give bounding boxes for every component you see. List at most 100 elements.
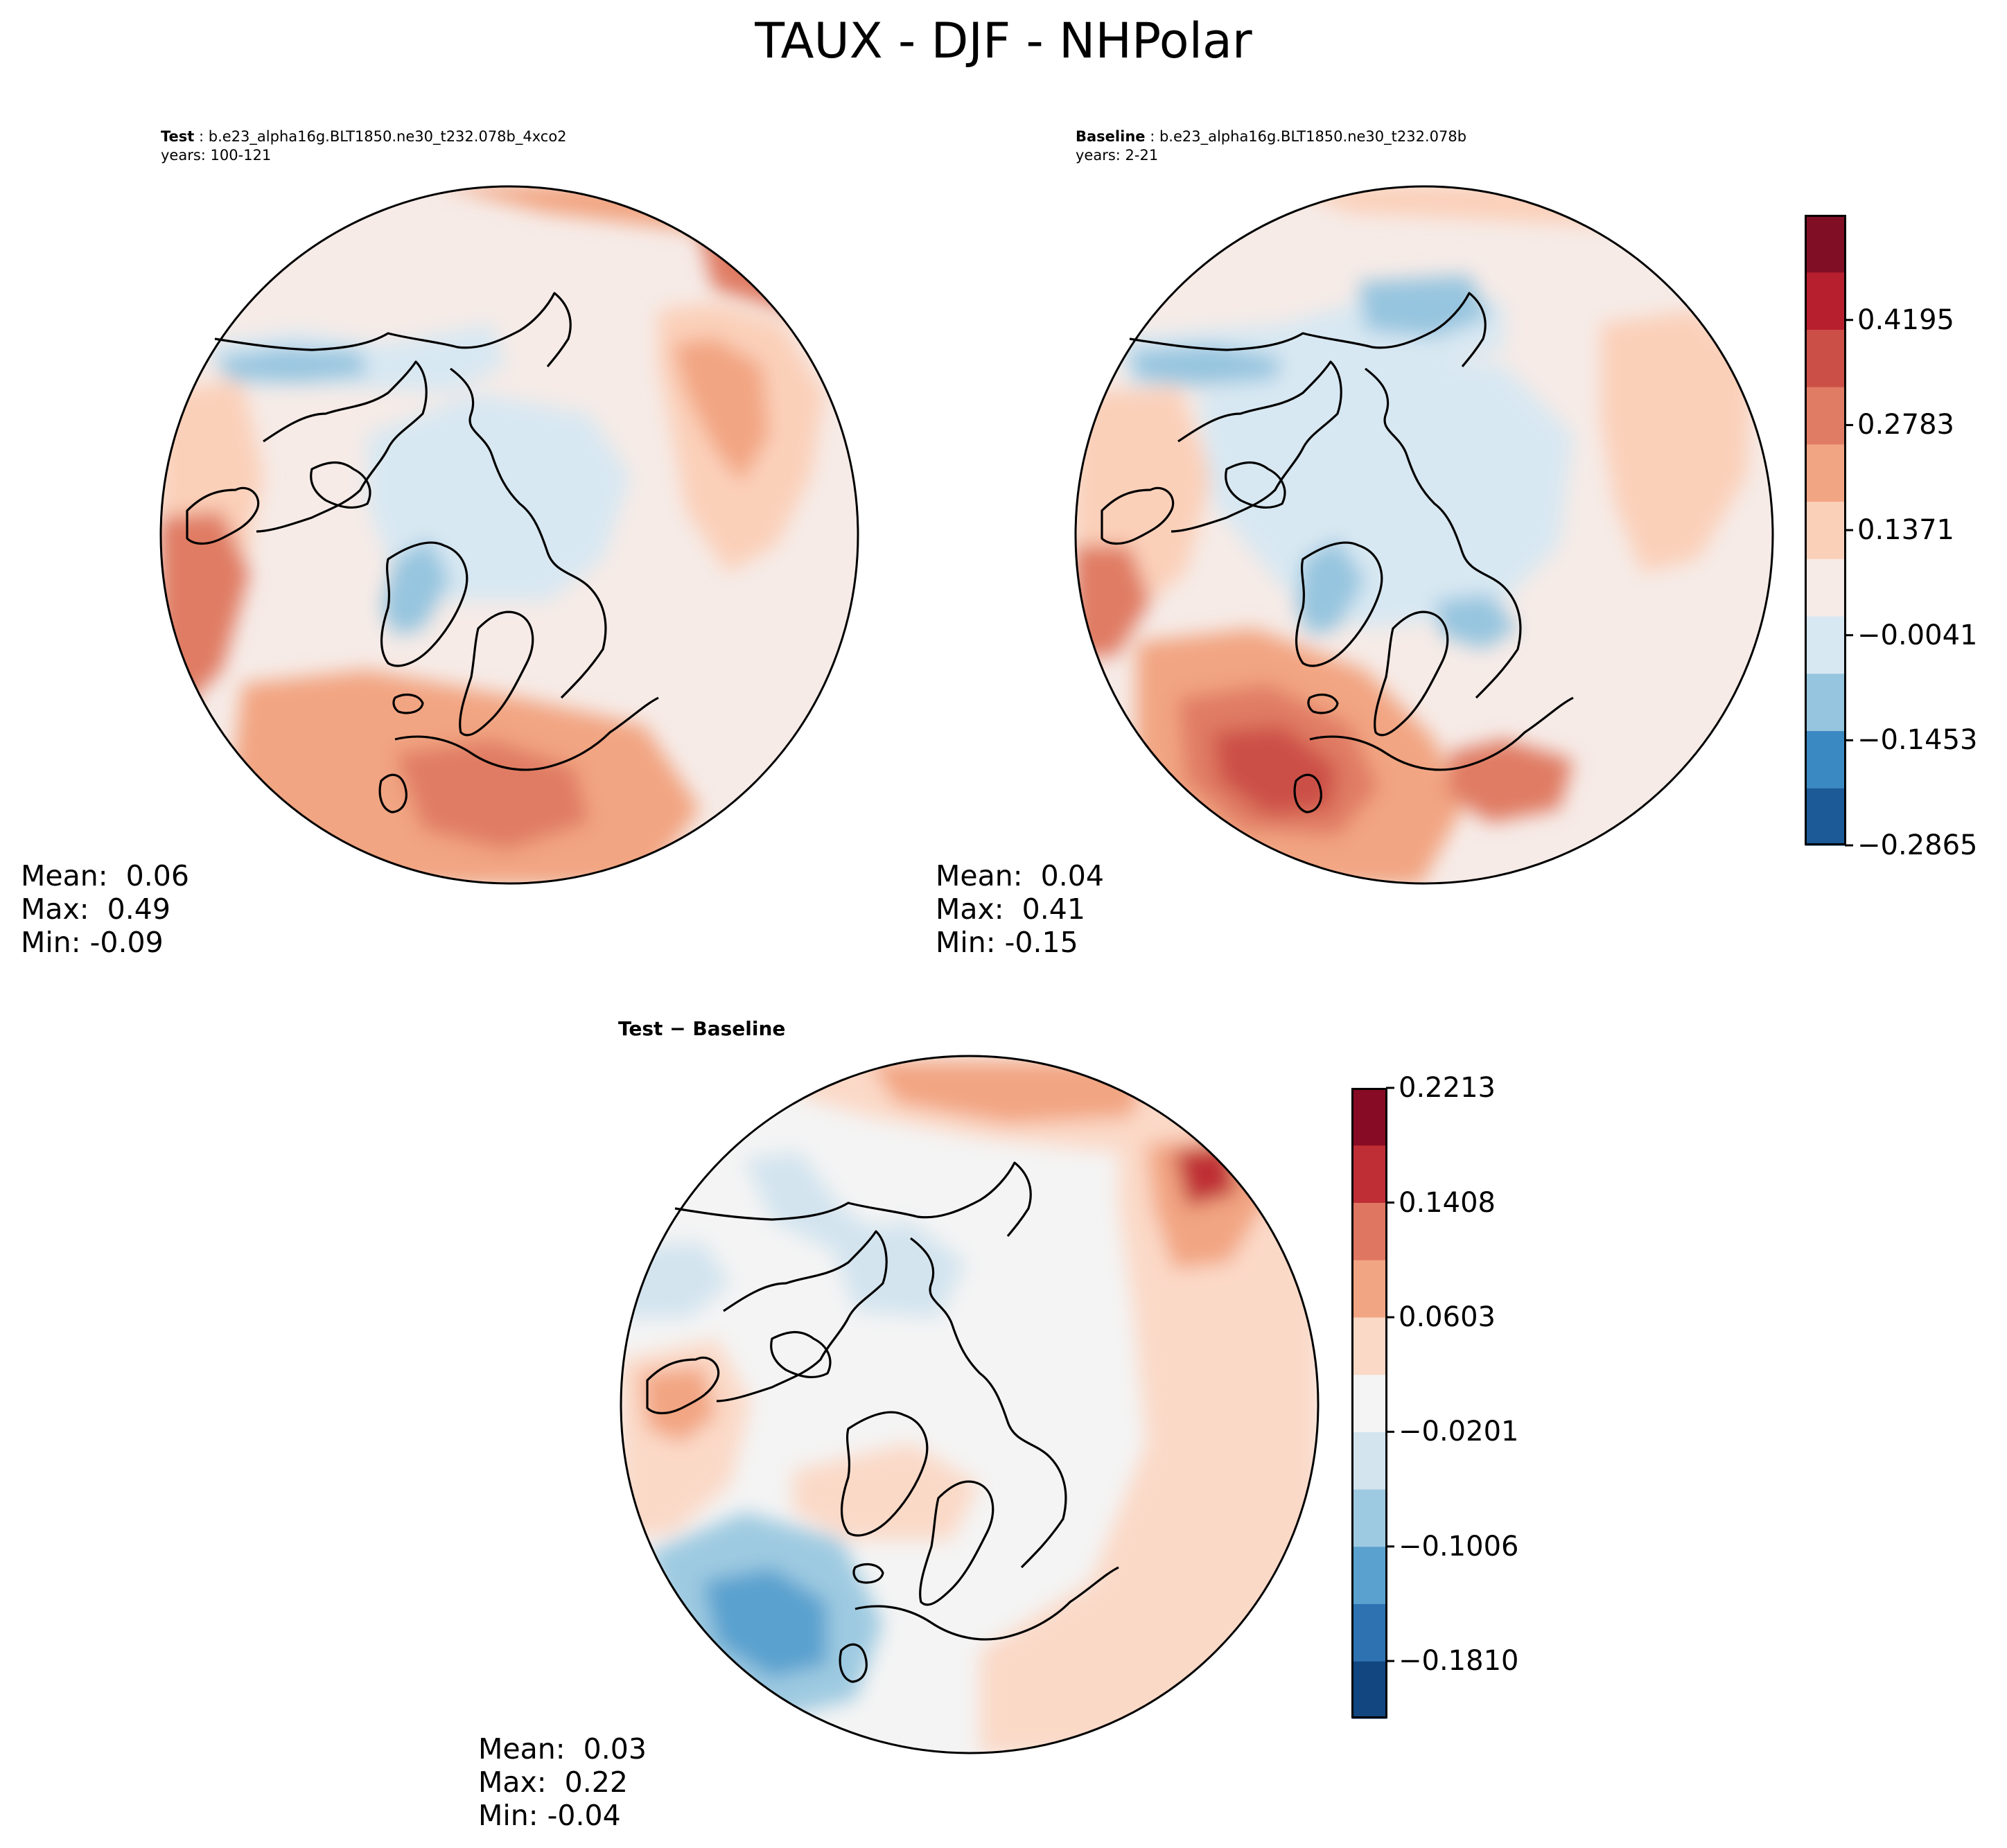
diff-colorbar-tick-label: −0.0201 [1399, 1416, 1519, 1448]
main-colorbar-band [1805, 501, 1846, 559]
baseline-field-europe-red [1448, 739, 1573, 822]
diff-coast-archipelago [770, 1330, 832, 1378]
test-max-value: 0.49 [107, 892, 170, 926]
diff-colorbar-frame [1351, 1088, 1387, 1718]
baseline-label: Baseline [1076, 128, 1146, 145]
baseline-coast-north-america [1171, 360, 1342, 533]
test-coast-scandinavia [459, 610, 534, 737]
diff-colorbar-band [1352, 1374, 1387, 1432]
baseline-coast-siberia [1365, 367, 1522, 699]
main-colorbar-tick-label: 0.4195 [1857, 303, 1954, 336]
diff-field-pacific-neg-core [703, 1567, 827, 1678]
diff-coast-alaska [646, 1356, 720, 1415]
baseline-field-chukchi-strong [1358, 275, 1490, 337]
diff-colorbar-band [1352, 1546, 1387, 1605]
main-colorbar-band [1805, 616, 1846, 674]
diff-colorbar-band [1352, 1088, 1387, 1146]
diff-mean-value: 0.03 [583, 1732, 647, 1766]
test-field-right-core [672, 337, 769, 483]
main-colorbar-tick-label: 0.1371 [1857, 514, 1954, 547]
diff-coast-scandinavia [919, 1480, 994, 1606]
baseline-min-value: -0.15 [1004, 926, 1078, 959]
main-colorbar-band [1805, 443, 1846, 502]
diff-coast-eurasia-north [674, 1161, 1032, 1238]
baseline-coast-eurasia-north [1129, 292, 1487, 368]
diff-colorbar-band [1352, 1661, 1387, 1719]
baseline-coast-scandinavia [1374, 610, 1449, 737]
diff-field-right-band [980, 1131, 1318, 1753]
baseline-field-left-core [1076, 545, 1150, 656]
diff-colorbar-tick-label: 0.0603 [1399, 1301, 1496, 1334]
test-map-boundary [159, 185, 859, 885]
baseline-case-name: b.e23_alpha16g.BLT1850.ne30_t232.078b [1159, 128, 1467, 145]
test-coast-alaska [186, 486, 260, 545]
baseline-coast-europe [1309, 696, 1574, 771]
test-polar-map [159, 185, 859, 885]
diff-colorbar-tick-label: 0.1408 [1399, 1186, 1496, 1219]
main-colorbar-band [1805, 788, 1846, 846]
main-colorbar-band [1805, 673, 1846, 732]
diff-colorbar-band [1352, 1260, 1387, 1318]
main-colorbar-band [1805, 387, 1846, 445]
test-field-ne-peak [728, 213, 811, 282]
diff-colorbar-tick-label: −0.1810 [1399, 1645, 1519, 1678]
diff-colorbar-tick-label: −0.1006 [1399, 1530, 1519, 1563]
baseline-coast-britain [1293, 773, 1322, 813]
diff-coast-britain [839, 1643, 868, 1683]
baseline-coast-archipelago [1225, 461, 1286, 509]
figure-title: TAUX - DJF - NHPolar [755, 12, 1252, 69]
main-colorbar-band [1805, 558, 1846, 617]
test-coast-greenland [380, 541, 468, 667]
diff-min-value: -0.04 [547, 1799, 621, 1832]
test-field-bottom-core [395, 739, 589, 850]
diff-panel-title: Test − Baseline [618, 1017, 786, 1040]
diff-coast-iceland [852, 1563, 884, 1584]
baseline-mean-value: 0.04 [1040, 859, 1104, 892]
main-colorbar-tick-label: −0.0041 [1857, 619, 1978, 651]
test-coast-iceland [392, 693, 424, 714]
test-coast-britain [378, 773, 407, 813]
baseline-map-boundary [1074, 185, 1774, 885]
diff-colorbar-band [1352, 1489, 1387, 1547]
baseline-max-value: 0.41 [1022, 892, 1085, 926]
main-colorbar [1805, 215, 1853, 847]
diff-coast-europe [854, 1566, 1119, 1641]
baseline-field-bering-strong [1130, 344, 1282, 386]
diff-coast-north-america [716, 1230, 888, 1402]
test-field-bering-strong [215, 348, 367, 382]
diff-field-top-core [869, 1062, 1146, 1124]
test-coast-eurasia-north [214, 292, 572, 368]
diff-coast-siberia [910, 1237, 1067, 1569]
diff-colorbar [1351, 1086, 1394, 1719]
diff-colorbar-band [1352, 1317, 1387, 1375]
diff-max-value: 0.22 [564, 1766, 628, 1799]
baseline-field-arctic-blue [1199, 351, 1573, 628]
diff-colorbar-tick-label: 0.2213 [1399, 1072, 1496, 1104]
test-years: years: 100-121 [161, 147, 272, 164]
diff-colorbar-band [1352, 1145, 1387, 1203]
baseline-coast-alaska [1101, 486, 1175, 545]
diff-colorbar-band [1352, 1432, 1387, 1490]
baseline-coast-greenland [1295, 541, 1383, 667]
test-min-value: -0.09 [89, 926, 164, 959]
test-case-name: b.e23_alpha16g.BLT1850.ne30_t232.078b_4x… [208, 128, 567, 145]
diff-field-arctic-neg [744, 1152, 883, 1249]
baseline-field-bottom-peak [1213, 725, 1338, 816]
baseline-field-kara-blue [1435, 594, 1518, 649]
baseline-years: years: 2-21 [1076, 147, 1159, 164]
main-colorbar-band [1805, 329, 1846, 387]
test-coast-north-america [256, 360, 428, 533]
diff-map-boundary [620, 1055, 1320, 1754]
main-colorbar-tick-label: −0.2865 [1857, 829, 1978, 861]
test-coast-europe [394, 696, 659, 771]
main-colorbar-band [1805, 215, 1846, 273]
diff-stats: Mean: 0.03 Max: 0.22 Min: -0.04 [478, 1732, 647, 1832]
main-colorbar-band [1805, 272, 1846, 330]
baseline-coast-iceland [1307, 693, 1339, 714]
test-panel-title: Test : b.e23_alpha16g.BLT1850.ne30_t232.… [161, 128, 567, 164]
test-label: Test [161, 128, 195, 145]
test-coast-siberia [450, 367, 607, 699]
baseline-stats: Mean: 0.04 Max: 0.41 Min: -0.15 [936, 859, 1104, 959]
main-colorbar-tick-label: 0.2783 [1857, 409, 1954, 441]
diff-coast-greenland [841, 1411, 929, 1537]
